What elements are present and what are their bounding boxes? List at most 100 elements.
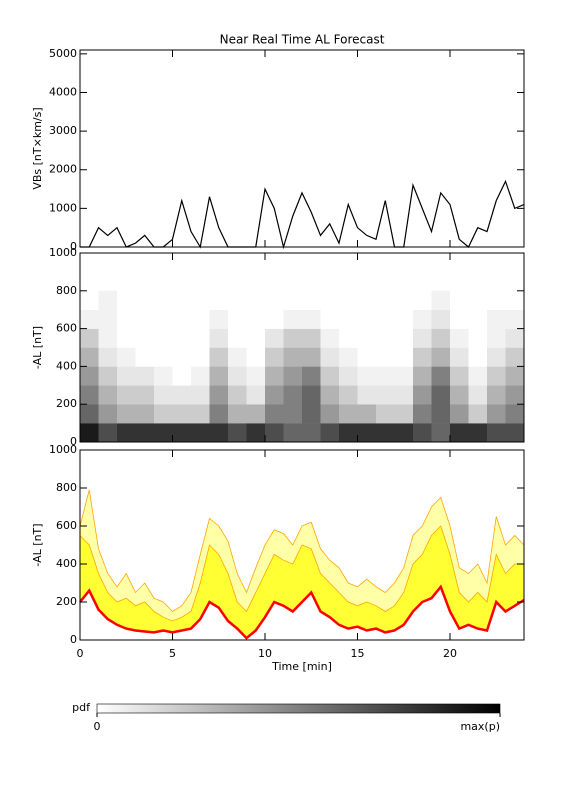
heatmap-cell [117, 423, 136, 443]
heatmap-cell [191, 309, 210, 329]
heatmap-cell [246, 328, 266, 348]
heatmap-cell [394, 366, 414, 386]
heatmap-cell [357, 309, 377, 329]
heatmap-cell [228, 309, 247, 329]
band-line [79, 584, 525, 640]
heatmap-cell [487, 347, 506, 367]
heatmap-cell [413, 347, 432, 367]
heatmap-cell [302, 366, 321, 386]
heatmap-cell [339, 328, 358, 348]
heatmap-cell [265, 423, 284, 443]
heatmap-cell [302, 290, 321, 310]
heatmap-cell [228, 328, 247, 348]
heatmap-cell [357, 366, 377, 386]
y-tick-label: 0 [70, 435, 77, 448]
heatmap-cell [394, 423, 414, 443]
y-tick-label: 800 [56, 284, 77, 297]
heatmap-cell [505, 404, 525, 424]
heatmap-cell [357, 404, 377, 424]
heatmap-cell [320, 366, 340, 386]
heatmap-cell [431, 347, 451, 367]
heatmap-cell [505, 328, 525, 348]
heatmap-cell [302, 328, 321, 348]
heatmap-cell [246, 290, 266, 310]
heatmap-cell [468, 366, 488, 386]
colorbar [96, 703, 501, 714]
heatmap-cell [357, 385, 377, 405]
x-axis-label: Time [min] [271, 660, 332, 673]
heatmap-cell [265, 328, 284, 348]
y-tick-label: 3000 [49, 124, 77, 137]
heatmap-cell [487, 423, 506, 443]
heatmap-cell [98, 290, 118, 310]
y-tick-label: 4000 [49, 85, 77, 98]
heatmap-cell [376, 347, 395, 367]
heatmap-cell [209, 328, 229, 348]
heatmap-cell [172, 328, 192, 348]
plot-frame [79, 449, 525, 641]
heatmap-cell [98, 404, 118, 424]
heatmap-cell [487, 404, 506, 424]
heatmap-cell [376, 385, 395, 405]
heatmap-cell [191, 347, 210, 367]
heatmap-cell [209, 290, 229, 310]
heatmap-cell [154, 290, 173, 310]
x-tick-label: 20 [443, 647, 457, 660]
heatmap-cell [320, 423, 340, 443]
heatmap-cell [468, 328, 488, 348]
heatmap-cell [80, 385, 99, 405]
heatmap-cell [191, 290, 210, 310]
heatmap-cell [320, 290, 340, 310]
heatmap-cell [450, 309, 469, 329]
heatmap-cell [228, 404, 247, 424]
heatmap-cell [450, 347, 469, 367]
heatmap-cell [302, 423, 321, 443]
y-tick-label: 600 [56, 322, 77, 335]
y-axis-label: VBs [nT×km/s] [31, 107, 44, 189]
heatmap-cell [117, 328, 136, 348]
band-line [79, 525, 524, 622]
heatmap-cell [283, 328, 303, 348]
heatmap-cell [191, 404, 210, 424]
heatmap-cell [154, 309, 173, 329]
heatmap-cell [135, 385, 155, 405]
heatmap-cell [468, 309, 488, 329]
heatmap-cell [80, 423, 99, 443]
plot-frame [79, 49, 525, 248]
x-tick-label: 15 [351, 647, 365, 660]
heatmap-cell [246, 385, 266, 405]
heatmap-cell [209, 423, 229, 443]
heatmap-cell [98, 423, 118, 443]
y-tick-label: 0 [70, 633, 77, 646]
heatmap-cell [339, 366, 358, 386]
heatmap-cell [98, 385, 118, 405]
heatmap-cell [265, 366, 284, 386]
heatmap-cell [413, 404, 432, 424]
x-tick-label: 5 [169, 647, 176, 660]
heatmap-cell [135, 423, 155, 443]
heatmap-cell [172, 423, 192, 443]
heatmap-cell [413, 328, 432, 348]
heatmap-cell [135, 290, 155, 310]
heatmap-cell [154, 347, 173, 367]
heatmap-cell [135, 404, 155, 424]
heatmap-cell [283, 404, 303, 424]
heatmap-cell [265, 404, 284, 424]
heatmap-cell [413, 366, 432, 386]
colorbar-tick-label: max(p) [460, 720, 500, 733]
heatmap-cell [265, 290, 284, 310]
heatmap-cell [246, 309, 266, 329]
heatmap-cell [265, 385, 284, 405]
heatmap-cell [228, 347, 247, 367]
heatmap-cell [191, 385, 210, 405]
heatmap-cell [450, 423, 469, 443]
heatmap-cell [154, 366, 173, 386]
heatmap-cell [357, 290, 377, 310]
heatmap-cell [505, 385, 525, 405]
heatmap-cell [431, 404, 451, 424]
heatmap-cell [283, 309, 303, 329]
heatmap-cell [468, 290, 488, 310]
heatmap-cell [413, 385, 432, 405]
heatmap-cell [302, 385, 321, 405]
heatmap-cell [394, 309, 414, 329]
